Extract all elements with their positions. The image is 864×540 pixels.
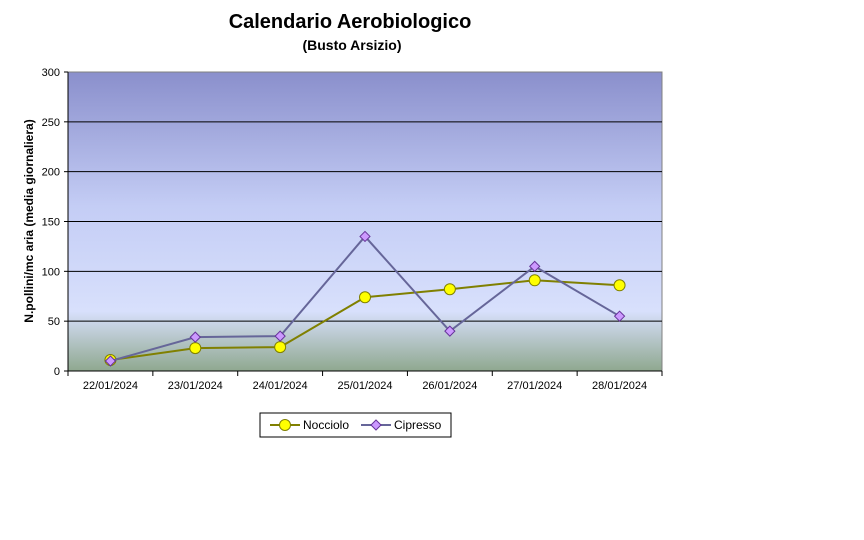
data-point: [274, 341, 287, 354]
legend-label: Cipresso: [394, 418, 442, 432]
x-tick-label: 27/01/2024: [507, 380, 562, 392]
y-tick-label: 300: [42, 67, 60, 79]
data-point: [613, 279, 626, 292]
legend: Nocciolo Cipresso: [259, 412, 452, 438]
legend-marker: [279, 419, 291, 431]
series-nocciolo: [104, 274, 626, 367]
x-tick-label: 23/01/2024: [168, 380, 223, 392]
y-tick-labels: 0 50 100 150 200 250 300: [42, 67, 60, 378]
y-tick-label: 50: [48, 316, 60, 328]
series-cipresso: [104, 230, 626, 367]
legend-item-nocciolo: Nocciolo: [270, 418, 349, 432]
y-tick-label: 250: [42, 117, 60, 129]
data-point: [444, 325, 456, 337]
data-point: [359, 291, 371, 304]
legend-item-cipresso: Cipresso: [361, 418, 442, 432]
chart-title: Calendario Aerobiologico: [228, 11, 472, 33]
legend-label: Nocciolo: [303, 418, 349, 432]
data-point: [189, 331, 201, 343]
y-tick-label: 150: [42, 217, 60, 229]
data-point: [104, 355, 117, 367]
series-group: [104, 230, 626, 367]
data-point: [443, 283, 456, 296]
chart-subtitle: (Busto Arsizio): [302, 37, 402, 53]
y-tick-label: 0: [54, 366, 60, 378]
x-tick-label: 25/01/2024: [337, 380, 392, 392]
data-point: [274, 330, 286, 342]
data-point: [359, 230, 371, 243]
x-tick-labels: 22/01/2024 23/01/2024 24/01/2024 25/01/2024…: [83, 380, 647, 392]
x-tick-label: 28/01/2024: [592, 380, 647, 392]
data-point: [529, 260, 541, 273]
axes: [64, 71, 663, 376]
data-point: [613, 310, 626, 322]
y-axis-label: N.pollini/mc aria (media giornaliera): [22, 119, 36, 322]
legend-marker: [370, 419, 382, 431]
x-tick-label: 22/01/2024: [83, 380, 138, 392]
gridlines: [68, 121, 662, 322]
x-tick-label: 26/01/2024: [422, 380, 477, 392]
y-tick-label: 100: [42, 266, 60, 278]
y-tick-label: 200: [42, 167, 60, 179]
x-tick-label: 24/01/2024: [253, 380, 308, 392]
data-point: [528, 274, 541, 287]
data-point: [189, 342, 202, 355]
